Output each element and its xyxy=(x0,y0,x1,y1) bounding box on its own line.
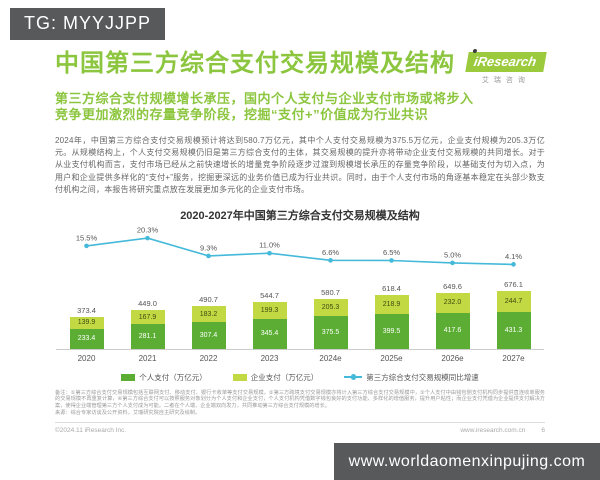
bar-total-label: 649.6 xyxy=(443,281,462,291)
page-number: 6 xyxy=(541,427,545,435)
bar-column: 373.4 139.9 233.4 xyxy=(56,306,117,349)
bar-segment-personal: 233.4 xyxy=(69,328,104,349)
growth-line-swatch-icon xyxy=(344,374,363,380)
bar-column: 618.4 218.9 399.5 xyxy=(361,284,422,349)
legend-label: 企业支付（万亿元） xyxy=(250,372,319,382)
bar-total-label: 490.7 xyxy=(199,295,218,305)
iresearch-logo: iResearch 艾瑞咨询 xyxy=(465,52,547,85)
svg-text:11.0%: 11.0% xyxy=(259,240,280,249)
x-axis-tick-label: 2020 xyxy=(77,353,96,363)
footnote: 备注：①第三方综合支付交易规模包括互联网支付、移动支付、银行卡收单等支付交易规模… xyxy=(55,389,545,409)
bar-segment-personal: 375.5 xyxy=(313,316,348,349)
x-axis-tick-label: 2026e xyxy=(441,353,464,363)
bar-segment-enterprise: 232.0 xyxy=(435,292,470,313)
bar-segment-personal: 399.5 xyxy=(374,314,409,349)
bar-segment-enterprise: 199.3 xyxy=(252,301,287,319)
bar-segment-enterprise: 167.9 xyxy=(130,310,165,325)
legend-label: 第三方综合支付交易规模同比增速 xyxy=(366,372,479,382)
iresearch-logo-caption: 艾瑞咨询 xyxy=(481,77,530,84)
x-axis-labels: 2020 2021 2022 2023 2024e 2025e 2026e 2027e xyxy=(56,354,544,363)
x-axis-tick-label: 2027e xyxy=(502,353,525,363)
x-axis-tick-label: 2022 xyxy=(199,353,218,363)
combo-chart: 2020-2027年中国第三方综合支付交易规模及结构 15.5% 20.3% 9.3… xyxy=(56,207,544,383)
x-axis-tick-label: 2021 xyxy=(138,353,157,363)
svg-text:4.1%: 4.1% xyxy=(505,251,522,260)
bar-total-label: 676.1 xyxy=(504,279,523,289)
svg-text:20.3%: 20.3% xyxy=(137,225,159,234)
legend-item-growth: 第三方综合支付交易规模同比增速 xyxy=(344,372,479,383)
chart-title: 2020-2027年中国第三方综合支付交易规模及结构 xyxy=(180,209,420,222)
x-axis-line xyxy=(56,348,544,350)
bar-column: 490.7 183.2 307.4 xyxy=(178,295,239,349)
bar-segment-personal: 345.4 xyxy=(252,318,287,349)
tg-contact-badge: TG: MYYJJPP xyxy=(10,8,166,40)
x-axis-tick-label: 2023 xyxy=(260,353,279,363)
legend-item-personal: 个人支付（万亿元） xyxy=(121,372,207,383)
subtitle-line-2: 竞争更加激烈的存量竞争阶段，挖掘“支付+”价值成为行业共识 xyxy=(55,107,429,123)
bar-total-label: 373.4 xyxy=(77,305,96,315)
subtitle: 第三方综合支付规模增长承压，国内个人支付与企业支付市场或将步入 竞争更加激烈的存… xyxy=(55,91,545,124)
subtitle-line-1: 第三方综合支付规模增长承压，国内个人支付与企业支付市场或将步入 xyxy=(55,91,474,106)
bar-segment-enterprise: 244.7 xyxy=(496,290,531,312)
personal-pay-swatch-icon xyxy=(121,373,136,381)
growth-rate-line-chart: 15.5% 20.3% 9.3% 11.0% 6.6% 6.5% 5.0% 4.1% xyxy=(76,225,522,267)
enterprise-pay-swatch-icon xyxy=(232,373,247,381)
svg-text:15.5%: 15.5% xyxy=(76,233,98,242)
bar-total-label: 449.0 xyxy=(138,299,157,309)
page-footer: ©2024.11 iResearch Inc. www.iresearch.co… xyxy=(55,422,545,434)
header: 中国第三方综合支付交易规模及结构 iResearch 艾瑞咨询 xyxy=(55,50,547,85)
stacked-bars: 373.4 139.9 233.4 449.0 167.9 281.1 490.7 183.2… xyxy=(56,275,544,349)
svg-text:6.6%: 6.6% xyxy=(322,247,339,256)
bar-column: 649.6 232.0 417.6 xyxy=(422,282,483,349)
bar-segment-enterprise: 139.9 xyxy=(69,316,104,329)
legend-label: 个人支付（万亿元） xyxy=(139,372,207,382)
bar-segment-enterprise: 218.9 xyxy=(374,295,409,315)
chart-legend: 个人支付（万亿元） 企业支付（万亿元） 第三方综合支付交易规模同比增速 xyxy=(56,372,544,383)
watermark-url: www.worldaomenxinpujing.com xyxy=(334,443,600,480)
svg-text:5.0%: 5.0% xyxy=(444,250,461,259)
x-axis-tick-label: 2025e xyxy=(380,353,403,363)
bar-column: 449.0 167.9 281.1 xyxy=(117,299,178,349)
footer-website: www.iresearch.com.cn xyxy=(460,427,526,435)
bar-column: 580.7 205.3 375.5 xyxy=(300,288,361,349)
legend-item-enterprise: 企业支付（万亿元） xyxy=(232,372,319,383)
iresearch-logo-mark: iResearch xyxy=(465,52,547,72)
bar-segment-enterprise: 205.3 xyxy=(313,298,348,317)
bar-column: 676.1 244.7 431.3 xyxy=(483,280,544,349)
source-line: 来源：综合专家访谈及公开资料，艾瑞研究院自主研究及绘制。 xyxy=(55,410,201,417)
bar-total-label: 618.4 xyxy=(382,284,401,294)
bar-segment-personal: 417.6 xyxy=(435,312,470,349)
bar-segment-personal: 281.1 xyxy=(130,324,165,349)
bar-total-label: 544.7 xyxy=(260,290,279,300)
svg-text:6.5%: 6.5% xyxy=(383,248,400,257)
body-paragraph: 2024年，中国第三方综合支付交易规模预计将达到580.7万亿元，其中个人支付交… xyxy=(55,135,545,195)
bar-segment-personal: 431.3 xyxy=(496,311,531,349)
bar-segment-personal: 307.4 xyxy=(191,322,226,349)
x-axis-tick-label: 2024e xyxy=(319,353,342,363)
bar-segment-enterprise: 183.2 xyxy=(191,306,226,323)
page-title: 中国第三方综合支付交易规模及结构 xyxy=(55,50,455,77)
svg-text:9.3%: 9.3% xyxy=(200,243,217,252)
bar-column: 544.7 199.3 345.4 xyxy=(239,291,300,349)
copyright: ©2024.11 iResearch Inc. xyxy=(55,427,127,435)
bar-total-label: 580.7 xyxy=(321,287,340,297)
